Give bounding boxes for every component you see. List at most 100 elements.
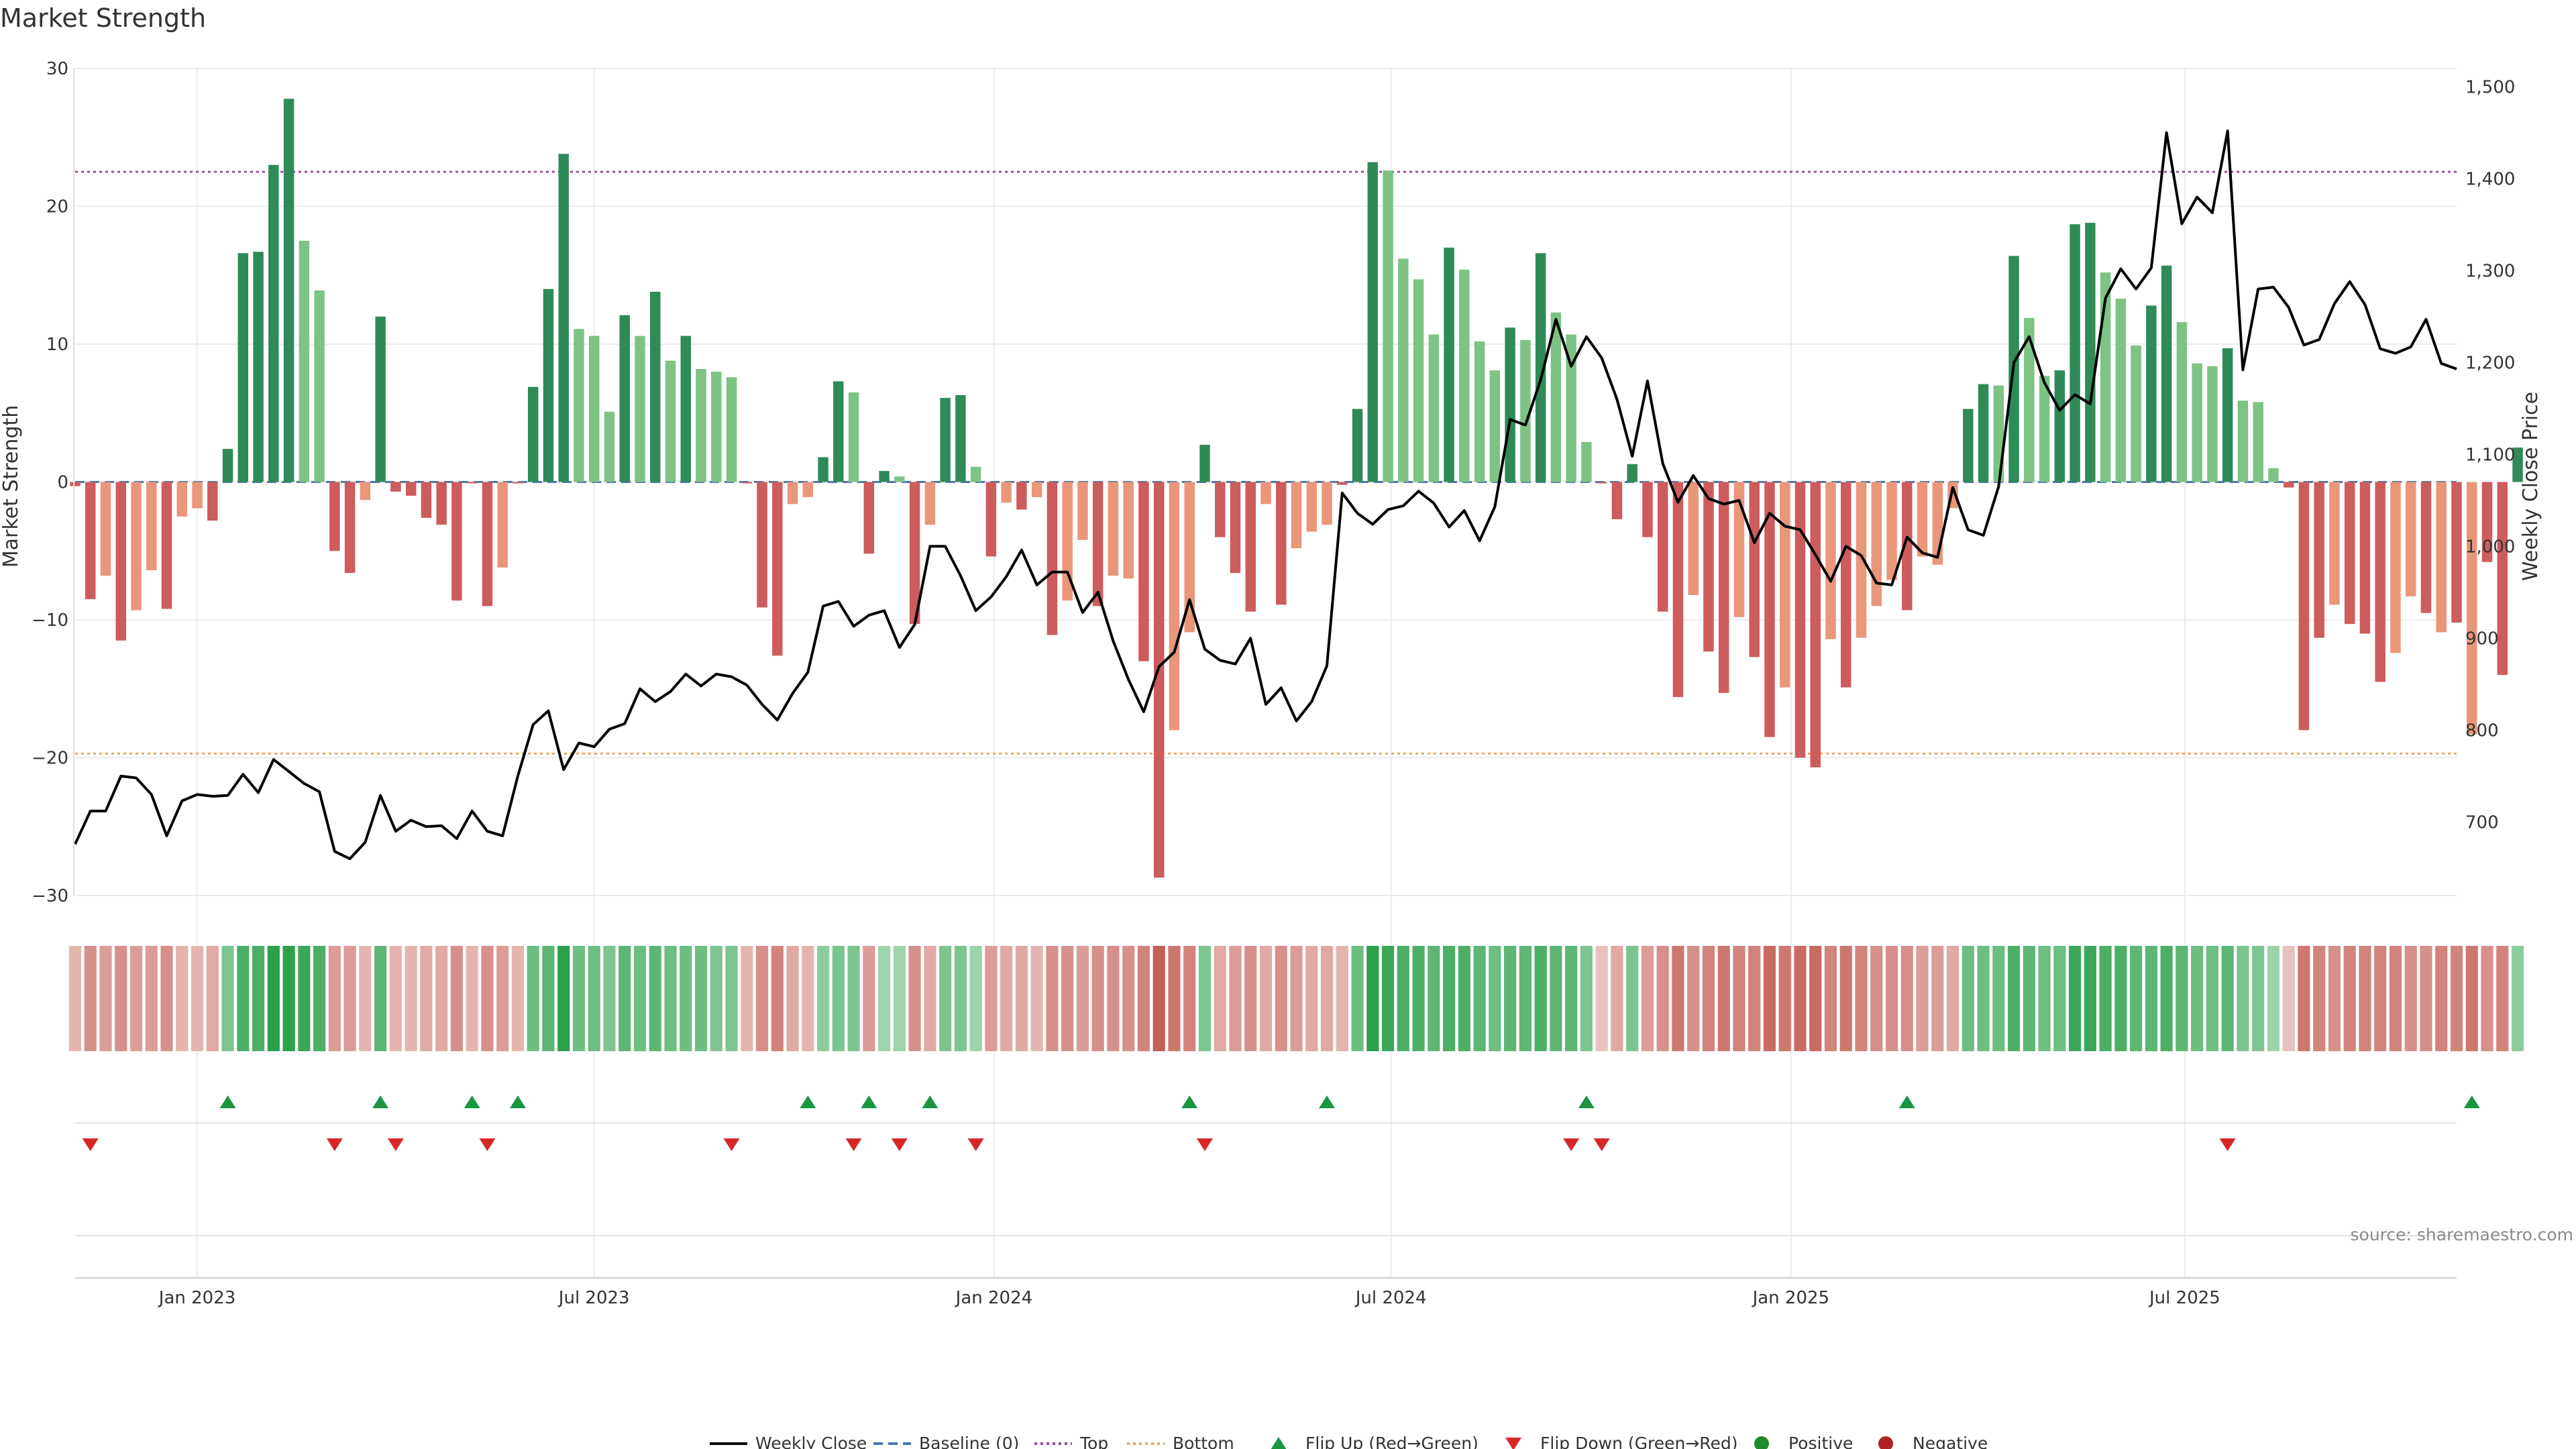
strength-bar [2054, 370, 2065, 482]
heat-cell [1489, 946, 1501, 1051]
strength-heat-strip [68, 946, 2524, 1051]
heat-cell [985, 946, 998, 1051]
strength-bar [299, 240, 310, 482]
left-tick-label: 0 [57, 473, 68, 493]
heat-cell [282, 946, 295, 1051]
strength-bar [2192, 363, 2202, 482]
x-tick-label: Jul 2024 [1354, 1288, 1427, 1308]
flip-up-marker [219, 1095, 236, 1108]
strength-bar [1077, 482, 1088, 540]
heat-cell [160, 946, 173, 1051]
heat-cell [191, 946, 204, 1051]
heat-cell [206, 946, 219, 1051]
heat-cell [527, 946, 539, 1051]
heat-cell [1168, 946, 1181, 1051]
legend-label: Negative [1913, 1434, 1988, 1449]
heat-cell [603, 946, 616, 1051]
heat-cell [816, 946, 830, 1051]
heat-cell [466, 946, 478, 1051]
heat-cell [2328, 946, 2341, 1051]
heat-cell [1656, 946, 1669, 1051]
strength-bar [146, 482, 157, 571]
legend-label: Weekly Close [755, 1434, 867, 1449]
left-tick-label: 30 [46, 59, 68, 79]
strength-bar [466, 482, 478, 484]
strength-bar [1505, 327, 1515, 482]
x-tick-label: Jan 2023 [158, 1288, 236, 1308]
strength-bar [863, 482, 875, 554]
left-tick-label: −30 [32, 886, 68, 906]
heat-cell [84, 946, 97, 1051]
flip-up-marker [464, 1095, 480, 1108]
flip-up-marker [800, 1095, 816, 1108]
heat-cell [1107, 946, 1120, 1051]
strength-bar [1657, 482, 1668, 612]
heat-cell [496, 946, 509, 1051]
flip-down-marker [479, 1138, 496, 1151]
heat-cell [1641, 946, 1654, 1051]
heat-cell [68, 946, 82, 1051]
heat-cell [1946, 946, 1960, 1051]
heat-cell [1748, 946, 1761, 1051]
heat-cell [1229, 946, 1242, 1051]
heat-cell [221, 946, 234, 1051]
heat-cell [1900, 946, 1913, 1051]
heat-cell [1870, 946, 1883, 1051]
heat-cell [389, 946, 402, 1051]
right-axis-title: Weekly Close Price [2519, 392, 2542, 581]
strength-bar [665, 360, 676, 482]
strength-bar [1978, 384, 1989, 482]
strength-bar [2390, 482, 2401, 653]
strength-bar [1841, 482, 1851, 688]
heat-cell [1366, 946, 1379, 1051]
strength-bar [2024, 317, 2035, 482]
strength-bar [2237, 400, 2249, 482]
heat-cell [1320, 946, 1334, 1051]
weekly-close-series [74, 129, 2457, 861]
strength-bar [1031, 482, 1042, 498]
heat-cell [1428, 946, 1440, 1051]
strength-bar [482, 482, 493, 606]
heat-cell [1809, 946, 1822, 1051]
strength-bar [1383, 170, 1393, 482]
strength-bar [1169, 482, 1180, 731]
weekly-close-line [74, 129, 2457, 861]
heat-cell [1076, 946, 1089, 1051]
heat-cell [710, 946, 722, 1051]
heat-cell [725, 946, 738, 1051]
heat-cell [2481, 946, 2493, 1051]
heat-cell [1534, 946, 1547, 1051]
heat-cell [1519, 946, 1532, 1051]
strength-bar [894, 476, 905, 482]
heat-cell [2298, 946, 2310, 1051]
heat-cell [557, 946, 570, 1051]
strength-bar [1627, 464, 1638, 482]
strength-bar [2405, 482, 2416, 597]
heat-cell [1733, 946, 1746, 1051]
strength-bar [207, 482, 218, 521]
heat-cell [1824, 946, 1837, 1051]
strength-bar [1794, 482, 1806, 758]
flip-down-marker [1196, 1138, 1213, 1151]
strength-bar [2375, 482, 2385, 682]
strength-bar [1153, 482, 1165, 878]
strength-bar [650, 291, 661, 482]
strength-bar [2298, 482, 2310, 731]
heat-cell [420, 946, 433, 1051]
heat-cell [694, 946, 708, 1051]
flip-up-marker [1898, 1095, 1915, 1108]
heat-cell [450, 946, 464, 1051]
heat-cell [176, 946, 189, 1051]
heat-cell [237, 946, 250, 1051]
heat-cell [1580, 946, 1593, 1051]
heat-cell [924, 946, 936, 1051]
strength-bar [497, 482, 508, 568]
strength-bar [115, 482, 127, 641]
strength-bar [1886, 482, 1897, 580]
heat-cell [680, 946, 692, 1051]
heat-cell [145, 946, 158, 1051]
right-tick-label: 1,200 [2465, 353, 2515, 373]
legend-label: Top [1079, 1434, 1108, 1449]
strength-bar [1596, 482, 1607, 484]
heat-cell [1839, 946, 1852, 1051]
